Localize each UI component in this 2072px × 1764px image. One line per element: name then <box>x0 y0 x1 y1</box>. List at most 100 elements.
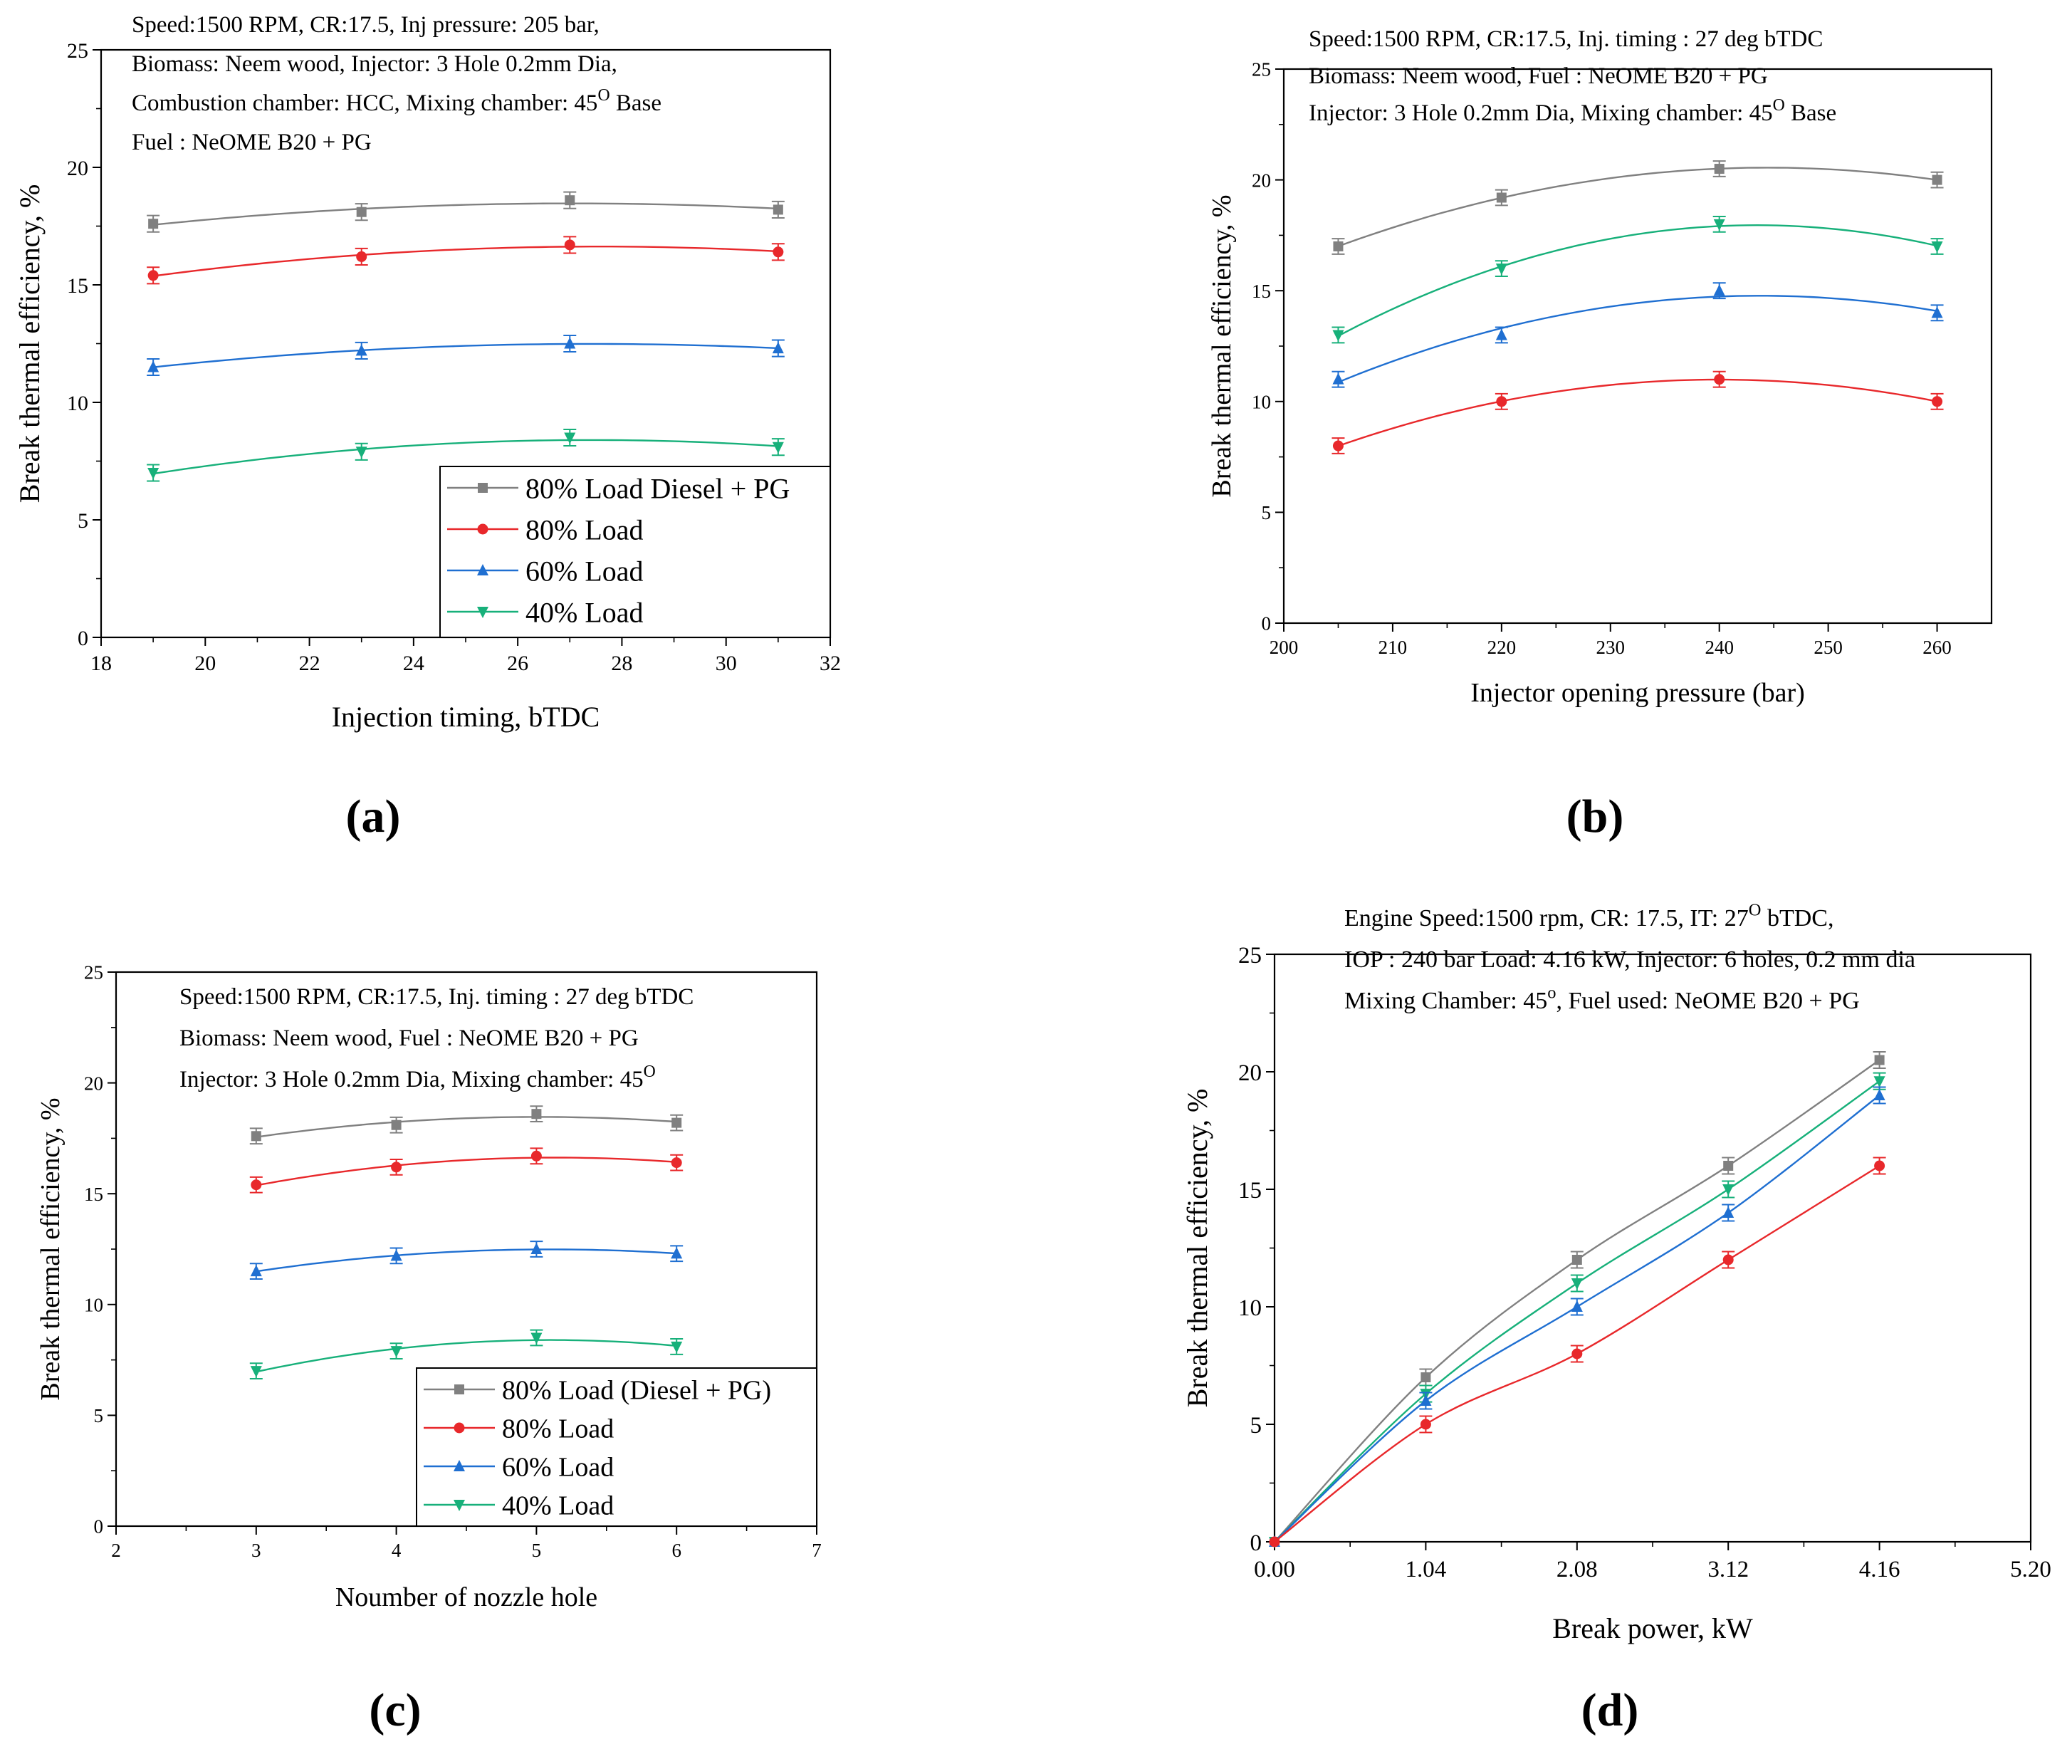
y-tick-label: 5 <box>1262 502 1272 523</box>
legend-box <box>439 466 831 638</box>
data-point <box>1931 306 1943 318</box>
legend-marker <box>477 607 488 618</box>
data-point <box>530 1332 543 1345</box>
series-60-load <box>147 334 785 377</box>
x-tick-label: 1.04 <box>1406 1557 1447 1582</box>
data-point <box>1931 241 1943 253</box>
annotation-text: Combustion chamber: HCC, Mixing chamber:… <box>132 90 597 116</box>
legend-marker <box>454 1500 465 1511</box>
y-axis-label: Break thermal efficiency, % <box>36 1097 66 1400</box>
panel-d: 0.00 1.04 2.08 3.12 4.16 5.20 0 5 10 15 20 25 Break … <box>1181 901 2051 1736</box>
data-point <box>1333 241 1344 251</box>
x-tick-label: 32 <box>820 652 841 675</box>
data-point <box>671 1117 682 1128</box>
data-point <box>251 1179 262 1191</box>
data-point <box>1873 1076 1885 1088</box>
y-tick-label: 15 <box>84 1184 103 1205</box>
y-tick-label: 0 <box>78 627 88 650</box>
data-point <box>1571 1300 1583 1312</box>
x-tick-label: 4.16 <box>1859 1557 1900 1582</box>
x-tick-label: 4 <box>392 1540 402 1561</box>
series-60-load <box>249 1241 684 1280</box>
series-line <box>256 1116 677 1138</box>
annotation-line: IOP : 240 bar Load: 4.16 kW, Injector: 6… <box>1344 946 1915 973</box>
y-tick-label: 15 <box>1238 1178 1262 1204</box>
x-tick-label: 22 <box>299 652 320 675</box>
annotation-text: Biomass: Neem wood, Injector: 3 Hole 0.2… <box>132 51 617 77</box>
x-tick-label: 3.12 <box>1707 1557 1749 1582</box>
annotation-line: Combustion chamber: HCC, Mixing chamber:… <box>132 86 661 116</box>
annotation-text: Engine Speed:1500 rpm, CR: 17.5, IT: 27 <box>1344 905 1749 931</box>
x-tick-label: 200 <box>1270 637 1299 658</box>
data-point <box>250 1366 262 1378</box>
series-80-load <box>249 1147 684 1194</box>
legend-label: 80% Load Diesel + PG <box>525 472 790 504</box>
data-point <box>772 442 784 454</box>
data-point <box>564 239 575 251</box>
data-point <box>1932 396 1943 407</box>
panel-label: (d) <box>1581 1684 1639 1736</box>
data-point <box>1495 263 1507 276</box>
series-80-load-diesel-pg <box>147 191 785 233</box>
annotation-superscript: O <box>1749 901 1762 920</box>
data-point <box>1571 1348 1583 1359</box>
data-point <box>1722 1206 1734 1218</box>
data-point <box>671 1157 682 1169</box>
data-point <box>1332 440 1344 452</box>
x-tick-label: 18 <box>90 652 112 675</box>
x-tick-label: 250 <box>1814 637 1843 658</box>
series-line <box>1337 224 1937 337</box>
data-point <box>390 1249 402 1261</box>
x-tick-label: 30 <box>716 652 737 675</box>
panel-label: (b) <box>1566 790 1624 842</box>
panel-label: (c) <box>369 1684 421 1736</box>
annotation-line: Biomass: Neem wood, Injector: 3 Hole 0.2… <box>132 51 617 77</box>
annotation-superscript: o <box>1547 983 1556 1003</box>
data-point <box>390 1346 402 1358</box>
series-line <box>152 343 778 368</box>
plot-frame <box>1282 68 1993 625</box>
x-tick-label: 7 <box>812 1540 822 1561</box>
data-point <box>1932 174 1942 185</box>
series-80-load <box>147 236 785 285</box>
annotation-line: Injector: 3 Hole 0.2mm Dia, Mixing chamb… <box>179 1063 656 1092</box>
data-point <box>1714 164 1725 174</box>
data-point <box>148 219 159 229</box>
annotation-line: Fuel : NeOME B20 + PG <box>132 130 372 155</box>
data-point <box>1420 1372 1431 1382</box>
series-line <box>152 202 778 226</box>
annotation-text: Speed:1500 RPM, CR:17.5, Inj. timing : 2… <box>1309 26 1823 52</box>
annotation-line: Injector: 3 Hole 0.2mm Dia, Mixing chamb… <box>1309 96 1836 126</box>
data-point <box>565 195 575 206</box>
y-tick-label: 10 <box>84 1295 103 1316</box>
annotation-line: Speed:1500 RPM, CR:17.5, Inj. timing : 2… <box>1309 26 1823 52</box>
legend-label: 60% Load <box>525 555 644 587</box>
series-40-load <box>147 428 785 482</box>
y-tick-label: 25 <box>1252 59 1271 80</box>
annotation-text: Biomass: Neem wood, Fuel : NeOME B20 + P… <box>1309 63 1768 89</box>
legend-label: 80% Load <box>525 513 644 546</box>
data-point <box>1723 1161 1734 1171</box>
annotation-line: Engine Speed:1500 rpm, CR: 17.5, IT: 27O… <box>1344 901 1833 931</box>
data-point <box>530 1243 543 1254</box>
y-tick-label: 25 <box>84 962 103 983</box>
annotation-superscript: O <box>597 86 609 105</box>
data-point <box>1332 372 1344 385</box>
legend-box <box>416 1367 817 1527</box>
data-point <box>1495 328 1507 340</box>
y-tick-label: 20 <box>1238 1060 1262 1086</box>
y-axis-label: Break thermal efficiency, % <box>1181 1089 1213 1408</box>
data-point <box>1714 374 1725 385</box>
data-point <box>147 360 159 372</box>
y-tick-label: 15 <box>1252 281 1271 302</box>
y-tick-label: 25 <box>67 39 88 63</box>
annotation-line: Mixing Chamber: 45o, Fuel used: NeOME B2… <box>1344 983 1860 1014</box>
data-point <box>1874 1160 1885 1171</box>
x-tick-label: 3 <box>251 1540 261 1561</box>
legend-marker <box>454 1460 465 1471</box>
data-point <box>564 432 576 444</box>
annotation-text: Injector: 3 Hole 0.2mm Dia, Mixing chamb… <box>1309 100 1773 126</box>
x-axis-label: Injection timing, bTDC <box>332 701 600 733</box>
y-tick-label: 0 <box>1250 1530 1262 1556</box>
